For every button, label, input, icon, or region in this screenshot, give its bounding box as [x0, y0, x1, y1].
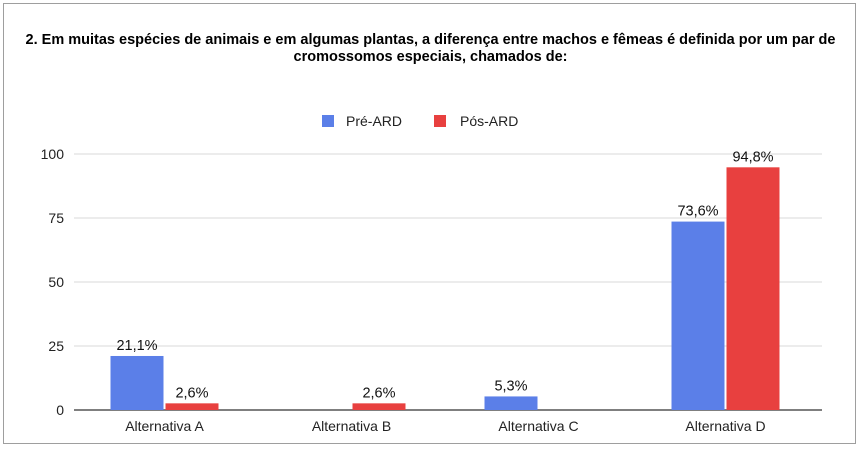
legend-swatch-2 — [434, 115, 446, 127]
bar-pos-1 — [165, 403, 219, 410]
legend-label-1: Pré-ARD — [346, 113, 402, 129]
bar-chart: 0 25 50 75 100 Pré-ARD Pós-ARD 21,1% 2,6% Alterna… — [41, 113, 822, 434]
legend-label-2: Pós-ARD — [460, 113, 518, 129]
y-tick-label-50: 50 — [48, 274, 64, 290]
chart-frame: 2. Em muitas espécies de animais e em al… — [3, 3, 856, 444]
bar-pre-4 — [671, 221, 725, 410]
y-tick-label-25: 25 — [48, 338, 64, 354]
data-label-pos-1: 2,6% — [175, 385, 208, 401]
data-label-pre-4: 73,6% — [677, 204, 718, 220]
x-tick-label-3: Alternativa C — [498, 418, 578, 434]
x-tick-label-1: Alternativa A — [125, 418, 204, 434]
data-label-pre-3: 5,3% — [494, 378, 527, 394]
bar-pos-4 — [726, 167, 780, 410]
y-tick-label-75: 75 — [48, 210, 64, 226]
chart-title: 2. Em muitas espécies de animais e em al… — [25, 32, 836, 65]
bar-pre-3 — [484, 396, 538, 410]
y-tick-label-100: 100 — [41, 146, 65, 162]
data-label-pos-2: 2,6% — [362, 385, 395, 401]
x-tick-label-2: Alternativa B — [312, 418, 391, 434]
data-label-pos-4: 94,8% — [732, 149, 773, 165]
bar-pos-2 — [352, 403, 406, 410]
bar-pre-1 — [110, 355, 164, 410]
x-tick-label-4: Alternativa D — [685, 418, 765, 434]
legend-swatch-1 — [322, 115, 334, 127]
y-tick-label-0: 0 — [56, 402, 64, 418]
data-label-pre-1: 21,1% — [116, 338, 157, 354]
